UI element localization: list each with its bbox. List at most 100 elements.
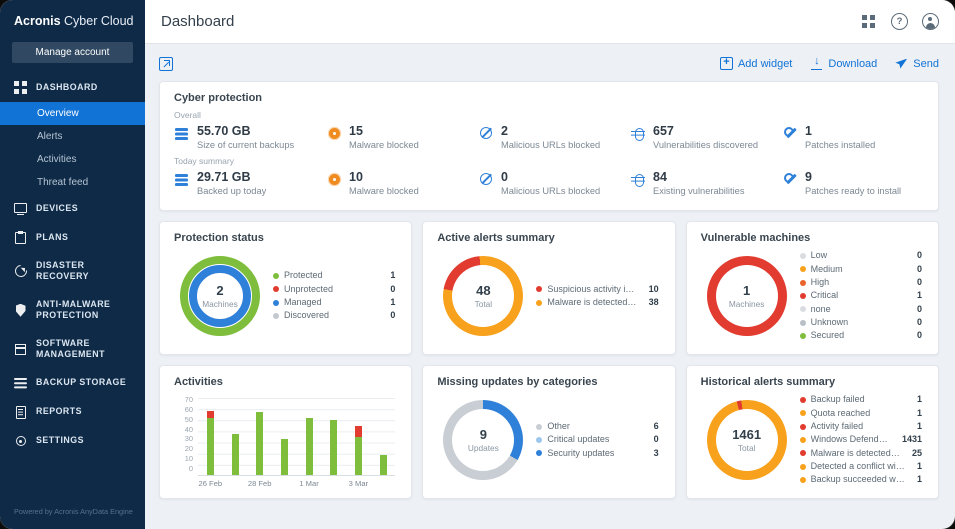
sidebar-item-reports[interactable]: REPORTS [0, 398, 145, 427]
chart-legend: Suspicious activity is detec... 10 Malwa… [536, 283, 660, 310]
inner-ring: 2 Machines [189, 265, 251, 327]
sidebar-subitem-activities[interactable]: Activities [37, 154, 77, 165]
legend-dot [799, 332, 806, 339]
legend-label: none [810, 303, 831, 314]
sidebar-item-label: BACKUP STORAGE [36, 377, 127, 388]
manage-account-button[interactable]: Manage account [12, 42, 133, 63]
legend-dot [799, 450, 806, 457]
widgets-grid: Protection status 2 Machines Protected 1… [159, 221, 939, 499]
legend-label: Protected [284, 270, 323, 281]
sidebar-item-anti-malware-protection[interactable]: ANTI-MALWARE PROTECTION [0, 291, 145, 330]
sidebar-item-settings[interactable]: SETTINGS [0, 427, 145, 456]
missing-updates-chart: 9 Updates Other 6 Critical updates 0 Sec… [437, 388, 660, 490]
legend-value: 0 [916, 330, 922, 341]
chart-legend: Backup failed 1 Quota reached 1 Activity… [799, 393, 924, 486]
bar-segment-failed [206, 411, 214, 418]
donut-center-value: 1 [743, 283, 751, 298]
widget-title: Protection status [174, 232, 264, 244]
recovery-icon [14, 265, 27, 278]
legend-label: Detected a conflict with a se... [810, 460, 906, 471]
legend-value: 0 [916, 263, 922, 274]
help-icon[interactable]: ? [891, 13, 908, 30]
sidebar-item-plans[interactable]: PLANS [0, 223, 145, 252]
legend-dot [799, 279, 806, 286]
plot-area: 26 Feb 28 Feb 1 Mar 3 Mar [198, 398, 396, 488]
widget-title: Missing updates by categories [437, 376, 598, 388]
donut-center-label: Machines [202, 299, 238, 309]
y-tick-label: 30 [184, 434, 193, 444]
widget-title: Vulnerable machines [700, 232, 811, 244]
legend-label: Windows Defender mod... [810, 434, 891, 445]
legend-value: 1 [916, 290, 922, 301]
clipboard-icon [14, 231, 27, 244]
legend-value: 1431 [901, 434, 922, 445]
sidebar-item-label: PLANS [36, 231, 69, 242]
legend-label: Managed [284, 297, 322, 307]
legend-dot [799, 319, 806, 326]
sidebar-item-backup-storage[interactable]: BACKUP STORAGE [0, 369, 145, 398]
legend-item-critical: Critical 1 [799, 289, 922, 302]
legend-dot [273, 299, 279, 306]
account-icon[interactable] [922, 13, 939, 30]
bar-slot [247, 398, 272, 475]
legend-dot [799, 437, 806, 443]
legend-item-detected-a-conflict-with-a-se: Detected a conflict with a se... 1 [799, 460, 922, 473]
sidebar-item-devices[interactable]: DEVICES [0, 194, 145, 223]
y-tick-label: 10 [184, 454, 193, 464]
legend-item-malware-is-detected-in-a-b: Malware is detected in a b... 38 [536, 296, 659, 309]
sidebar: Acronis Cyber Cloud Manage account DASHB… [0, 0, 145, 529]
x-tick-label [321, 479, 346, 488]
bar-segment-succeeded [280, 438, 288, 475]
legend-item-low: Low 0 [799, 249, 922, 262]
legend-dot [799, 423, 806, 430]
bars-plot [198, 398, 396, 476]
legend-dot [273, 312, 279, 319]
y-tick-label: 60 [184, 404, 193, 414]
sidebar-item-dashboard[interactable]: DASHBOARD [0, 73, 145, 102]
powered-by-text: Powered by Acronis AnyData Engine [14, 507, 133, 516]
x-tick-label [223, 479, 248, 488]
legend-label: Suspicious activity is detec... [547, 283, 638, 294]
add-widget-button[interactable]: Add widget [719, 56, 792, 70]
donut-center-label: Total [474, 299, 493, 309]
stat-label: Vulnerabilities discovered [653, 140, 759, 150]
download-button[interactable]: Download [810, 55, 877, 71]
cyber-protection-title: Cyber protection [174, 92, 263, 104]
sidebar-subitem-overview[interactable]: Overview [0, 102, 145, 125]
main-area: Dashboard ? Add widget Download [145, 0, 955, 529]
dashboard-content: Add widget Download Send Cyber protectio… [145, 44, 955, 529]
brand-logo: Acronis Cyber Cloud [0, 0, 145, 40]
legend-value: 38 [648, 297, 659, 307]
stat-existing-vulnerabilities: 84 Existing vulnerabilities [630, 170, 772, 196]
donut-hole: 1 Machines [715, 265, 778, 327]
y-axis: 70 60 50 40 30 20 10 0 [180, 395, 198, 473]
stat-value: 2 [501, 124, 508, 138]
bar-chart: 70 60 50 40 30 20 10 0 [180, 392, 397, 488]
legend-label: Unprotected [284, 283, 334, 294]
vuln-icon [630, 125, 646, 141]
legend-dot [536, 423, 543, 430]
package-icon [14, 343, 27, 356]
sidebar-item-disaster-recovery[interactable]: DISASTER RECOVERY [0, 252, 145, 291]
popout-icon[interactable] [159, 56, 173, 71]
apps-grid-icon[interactable] [860, 13, 877, 30]
widget-title: Activities [174, 376, 223, 388]
sidebar-item-software-management[interactable]: SOFTWARE MANAGEMENT [0, 330, 145, 369]
bar-segment-failed [354, 425, 362, 437]
legend-value: 1 [916, 474, 922, 485]
sidebar-item-label: DEVICES [36, 202, 79, 213]
bar-slot [272, 398, 297, 475]
x-tick-label: 1 Mar [299, 479, 319, 488]
sidebar-subitem-alerts[interactable]: Alerts [37, 131, 63, 142]
stat-value: 9 [805, 170, 812, 184]
activity-bar [256, 398, 264, 475]
widget-title: Historical alerts summary [700, 376, 836, 388]
send-button[interactable]: Send [895, 58, 939, 70]
activities-chart: 70 60 50 40 30 20 10 0 [174, 388, 397, 490]
legend-label: Malware is detected in a b... [810, 447, 901, 458]
legend-label: Unknown [810, 316, 849, 327]
stat-label: Malware blocked [349, 140, 419, 150]
sidebar-subitem-threat-feed[interactable]: Threat feed [37, 177, 89, 188]
legend-value: 0 [916, 250, 922, 261]
storage-icon [14, 377, 27, 390]
